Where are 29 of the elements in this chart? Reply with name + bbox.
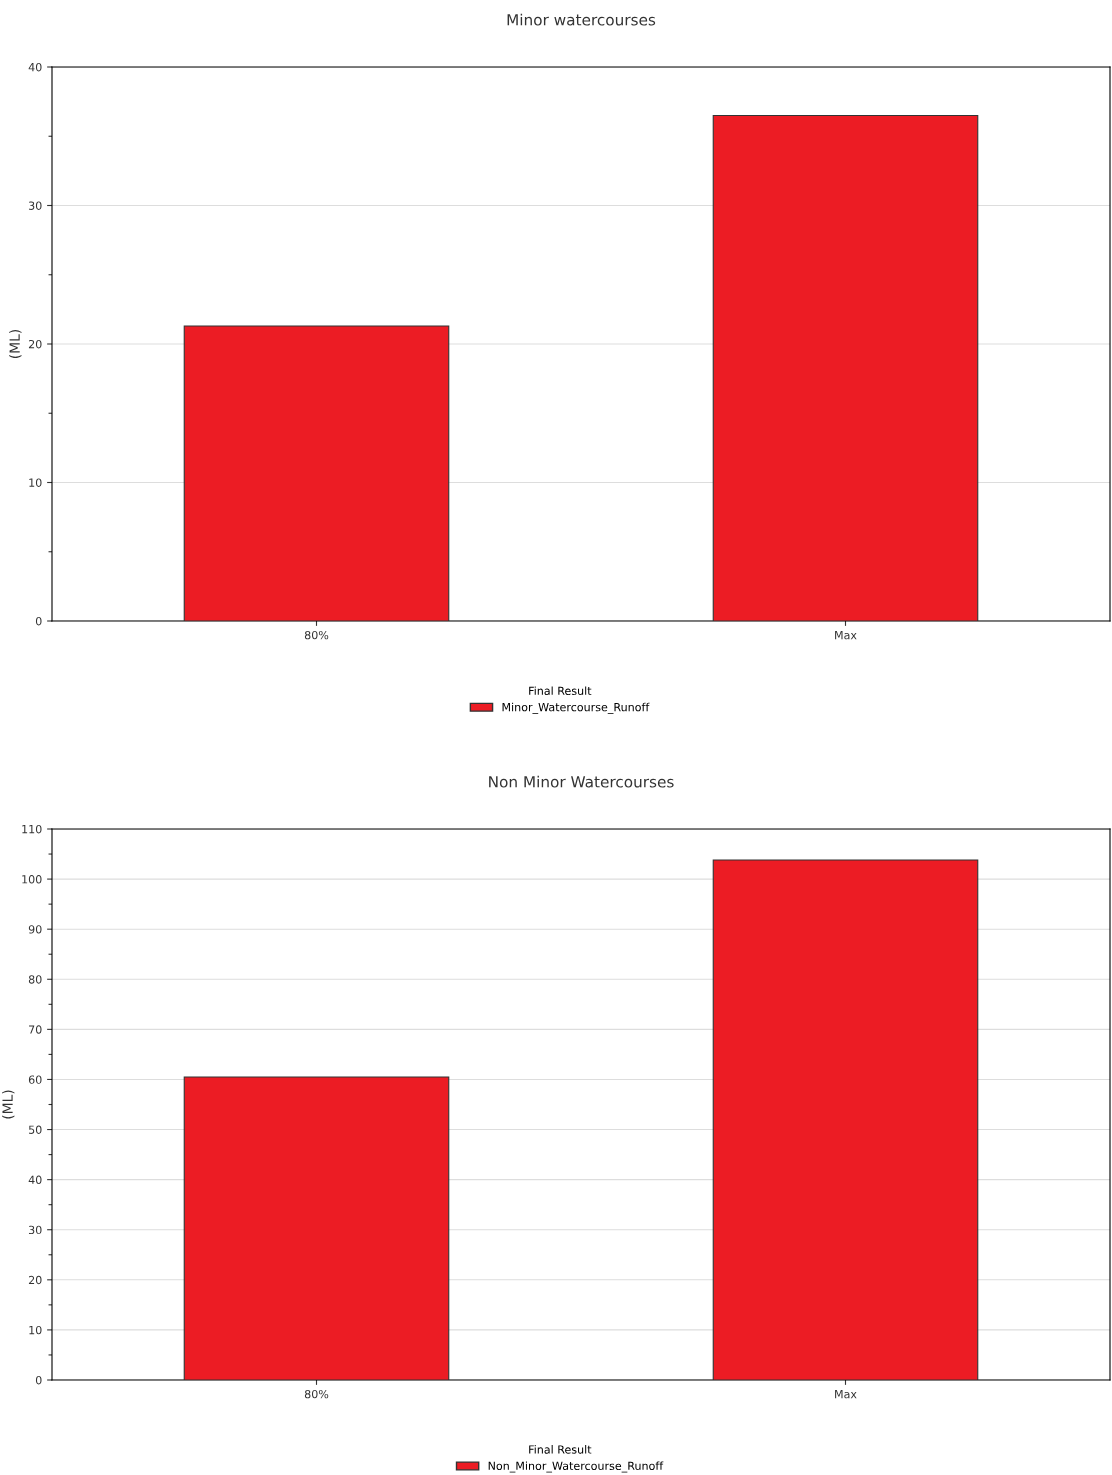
y-tick-label: 110 [22, 824, 42, 834]
x-tick-label: Max [835, 1390, 857, 1399]
y-tick-label: 40 [28, 1175, 42, 1185]
chart-title: Non Minor Watercourses [489, 775, 674, 788]
x-tick-label: 80% [304, 1389, 329, 1399]
y-tick-label: 0 [35, 1375, 42, 1385]
y-tick-label: 30 [28, 1225, 42, 1235]
y-tick-label: 100 [22, 875, 42, 884]
x-tick-label: Max [835, 631, 857, 640]
legend-title: Final Result [529, 686, 592, 695]
y-tick-label: 10 [29, 1325, 42, 1335]
x-tick-label: 80% [304, 630, 329, 640]
y-tick-label: 40 [28, 62, 42, 72]
y-tick-label: 30 [28, 201, 42, 210]
y-tick-label: 20 [28, 339, 42, 349]
y-tick-label: 50 [29, 1125, 42, 1134]
y-tick-label: 80 [28, 975, 42, 984]
legend-title: Final Result [529, 1445, 592, 1454]
y-tick-label: 20 [28, 1275, 42, 1285]
y-tick-label: 0 [35, 616, 42, 626]
y-tick-label: 70 [29, 1025, 42, 1034]
y-axis-title: (ML) [9, 329, 22, 359]
y-tick-label: 10 [29, 478, 42, 487]
legend-label: Non_Minor_Watercourse_Runoff [488, 1461, 664, 1473]
chart-title: Minor watercourses [507, 13, 656, 26]
y-axis-title: (ML) [2, 1090, 15, 1119]
y-tick-label: 90 [28, 925, 42, 934]
y-tick-label: 60 [28, 1075, 42, 1084]
legend-label: Minor_Watercourse_Runoff [502, 702, 650, 714]
